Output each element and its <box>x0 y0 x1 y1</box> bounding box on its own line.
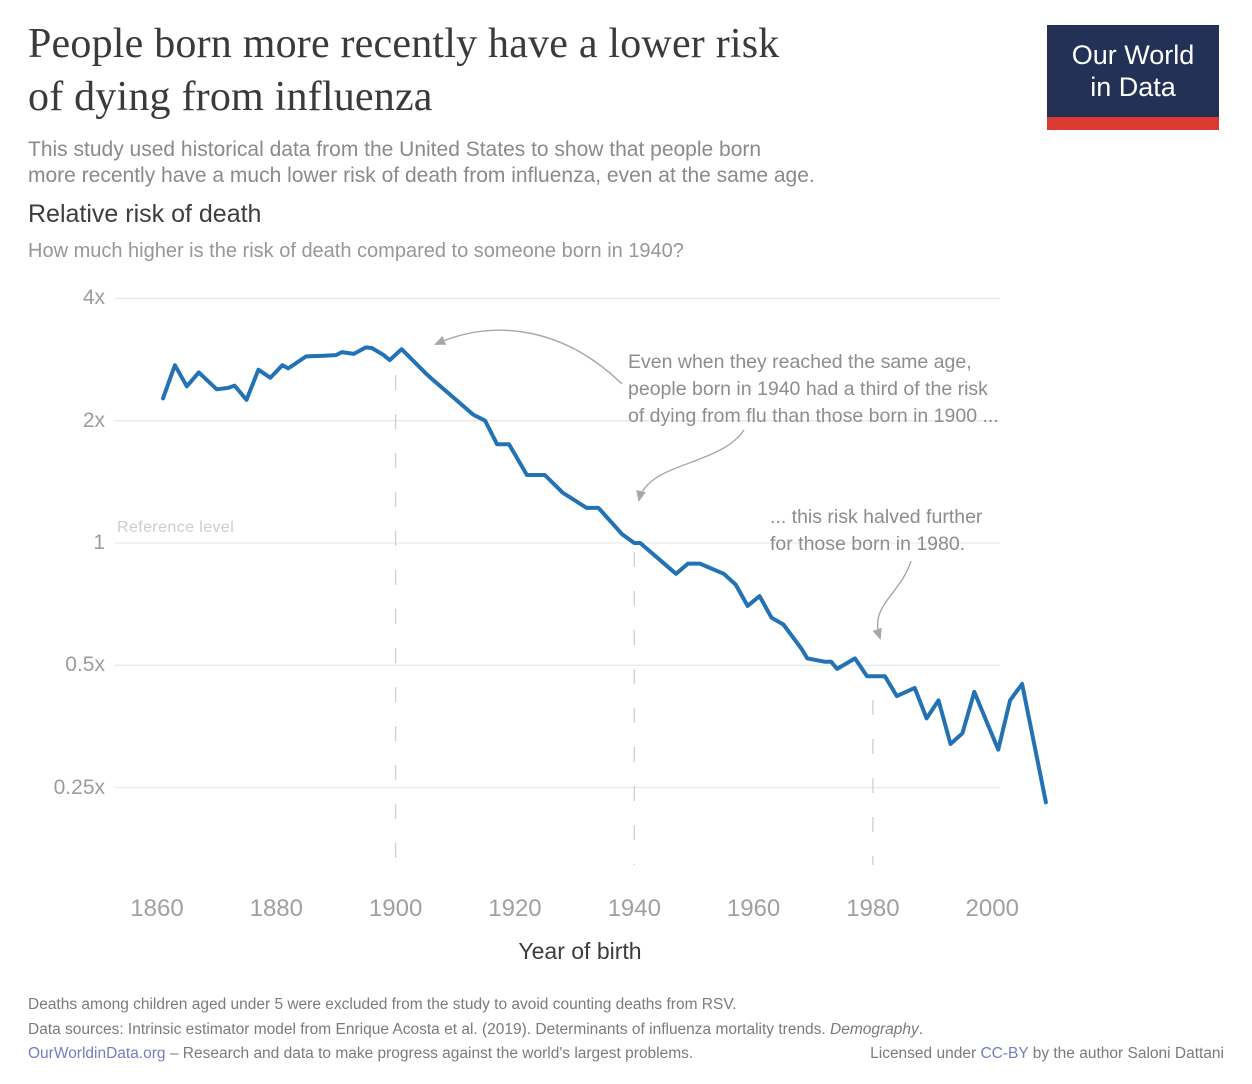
y-tick-0-5x: 0.5x <box>65 653 105 677</box>
page-subtitle-line1: This study used historical data from the… <box>28 138 762 161</box>
owid-logo[interactable]: Our World in Data <box>1047 25 1219 130</box>
owid-logo-red-bar <box>1047 117 1219 130</box>
owid-logo-text-line1: Our World <box>1071 40 1195 70</box>
page-subtitle: This study used historical data from the… <box>28 137 988 189</box>
x-tick-1980: 1980 <box>846 895 900 922</box>
license-suffix: by the author Saloni Dattani <box>1028 1045 1224 1062</box>
annotation-line: ... this risk halved further <box>770 506 983 528</box>
reference-level-label: Reference level <box>117 519 235 536</box>
footer-data-sources-journal: Demography <box>830 1021 919 1038</box>
annotation-arrow-to-1900-peak <box>434 329 623 385</box>
y-tick-2x: 2x <box>82 408 105 432</box>
x-tick-1960: 1960 <box>726 895 781 922</box>
annotation-arrow-to-1940 <box>636 429 745 503</box>
chart-subtitle: How much higher is the risk of death com… <box>28 240 684 262</box>
annotation-1980-halved: ... this risk halved further for those b… <box>770 504 982 558</box>
page-subtitle-line2: more recently have a much lower risk of … <box>28 164 815 187</box>
page-title-line1: People born more recently have a lower r… <box>28 21 780 67</box>
annotation-line: people born in 1940 had a third of the r… <box>628 378 988 400</box>
footer-note: Deaths among children aged under 5 were … <box>28 996 737 1013</box>
owid-logo-box: Our World in Data <box>1047 25 1219 117</box>
x-tick-2000: 2000 <box>965 895 1019 922</box>
footer-bottom-row: OurWorldinData.org – Research and data t… <box>28 1045 1224 1063</box>
license-prefix: Licensed under <box>870 1045 981 1062</box>
owid-link[interactable]: OurWorldinData.org <box>28 1045 166 1062</box>
x-tick-1920: 1920 <box>488 895 542 922</box>
footer-data-sources: Data sources: Intrinsic estimator model … <box>28 1021 1224 1039</box>
x-axis-title: Year of birth <box>518 938 642 964</box>
y-tick-0-25x: 0.25x <box>53 775 105 799</box>
annotation-arrow-to-1980 <box>872 560 912 640</box>
annotation-line: of dying from flu than those born in 190… <box>628 405 999 427</box>
x-tick-1880: 1880 <box>249 895 303 922</box>
owid-logo-text-line2: in Data <box>1090 72 1176 102</box>
footer-license-block: Licensed under CC-BY by the author Salon… <box>870 1045 1224 1063</box>
annotation-1900-vs-1940: Even when they reached the same age, peo… <box>628 349 999 430</box>
chart-title: Relative risk of death <box>28 200 262 228</box>
x-tick-1900: 1900 <box>368 895 423 922</box>
footer-tagline: – Research and data to make progress aga… <box>165 1045 694 1062</box>
y-tick-4x: 4x <box>82 286 105 310</box>
page-title: People born more recently have a lower r… <box>28 18 988 124</box>
annotation-line: Even when they reached the same age, <box>628 351 972 373</box>
x-tick-1860: 1860 <box>130 895 184 922</box>
y-tick-1: 1 <box>93 531 105 554</box>
footer-owid-block: OurWorldinData.org – Research and data t… <box>28 1045 693 1063</box>
footer-data-sources-text: Data sources: Intrinsic estimator model … <box>28 1021 831 1038</box>
page-title-line2: of dying from influenza <box>28 74 433 120</box>
cc-by-link[interactable]: CC-BY <box>980 1045 1029 1062</box>
footer-data-sources-period: . <box>918 1021 924 1038</box>
annotation-line: for those born in 1980. <box>770 533 966 555</box>
x-tick-1940: 1940 <box>607 895 661 922</box>
